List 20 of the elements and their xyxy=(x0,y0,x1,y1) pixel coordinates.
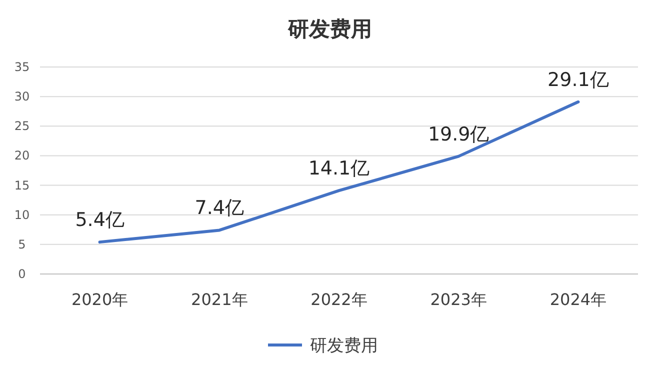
data-label: 29.1亿 xyxy=(548,68,609,91)
chart-title: 研发费用 xyxy=(287,17,372,41)
data-label: 7.4亿 xyxy=(194,197,244,220)
y-tick-label: 25 xyxy=(14,119,30,134)
y-tick-label: 5 xyxy=(18,237,26,252)
x-tick-label: 2021年 xyxy=(191,290,248,309)
x-tick-label: 2022年 xyxy=(310,290,368,309)
data-label: 5.4亿 xyxy=(75,209,124,232)
x-tick-label: 2023年 xyxy=(430,290,487,309)
y-tick-label: 20 xyxy=(14,148,30,163)
legend-label: 研发费用 xyxy=(310,336,378,356)
y-tick-label: 35 xyxy=(14,60,30,74)
y-tick-label: 0 xyxy=(18,267,26,281)
x-tick-label: 2024年 xyxy=(550,290,607,309)
data-label: 19.9亿 xyxy=(428,123,490,146)
data-label: 14.1亿 xyxy=(308,158,370,180)
y-tick-label: 10 xyxy=(14,208,30,222)
y-tick-label: 15 xyxy=(14,178,30,192)
x-tick-label: 2020年 xyxy=(71,290,128,309)
y-tick-label: 30 xyxy=(14,90,30,104)
